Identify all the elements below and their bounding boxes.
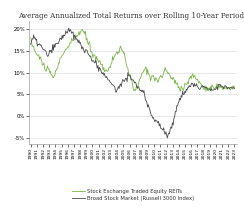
Broad Stock Market (Russell 3000 Index) bbox=[128, 75, 131, 77]
Broad Stock Market (Russell 3000 Index) bbox=[156, 120, 159, 122]
Stock Exchange Traded Equity REITs bbox=[146, 68, 149, 71]
Broad Stock Market (Russell 3000 Index) bbox=[200, 84, 203, 87]
Stock Exchange Traded Equity REITs bbox=[80, 28, 83, 31]
Broad Stock Market (Russell 3000 Index) bbox=[29, 43, 32, 46]
Title: Average Annualized Total Returns over Rolling 10-Year Periods: Average Annualized Total Returns over Ro… bbox=[18, 12, 244, 20]
Stock Exchange Traded Equity REITs bbox=[29, 37, 32, 39]
Broad Stock Market (Russell 3000 Index) bbox=[199, 88, 202, 90]
Stock Exchange Traded Equity REITs bbox=[179, 90, 182, 92]
Stock Exchange Traded Equity REITs bbox=[128, 73, 131, 76]
Stock Exchange Traded Equity REITs bbox=[156, 79, 159, 81]
Broad Stock Market (Russell 3000 Index) bbox=[233, 87, 236, 90]
Stock Exchange Traded Equity REITs bbox=[199, 82, 202, 84]
Broad Stock Market (Russell 3000 Index) bbox=[146, 106, 149, 108]
Stock Exchange Traded Equity REITs bbox=[233, 86, 236, 89]
Stock Exchange Traded Equity REITs bbox=[200, 84, 203, 86]
Broad Stock Market (Russell 3000 Index) bbox=[67, 27, 70, 29]
Legend: Stock Exchange Traded Equity REITs, Broad Stock Market (Russell 3000 Index): Stock Exchange Traded Equity REITs, Broa… bbox=[70, 186, 196, 203]
Broad Stock Market (Russell 3000 Index) bbox=[61, 34, 64, 36]
Stock Exchange Traded Equity REITs bbox=[61, 54, 64, 56]
Line: Stock Exchange Traded Equity REITs: Stock Exchange Traded Equity REITs bbox=[31, 29, 234, 91]
Line: Broad Stock Market (Russell 3000 Index): Broad Stock Market (Russell 3000 Index) bbox=[31, 28, 234, 138]
Broad Stock Market (Russell 3000 Index) bbox=[166, 137, 169, 139]
